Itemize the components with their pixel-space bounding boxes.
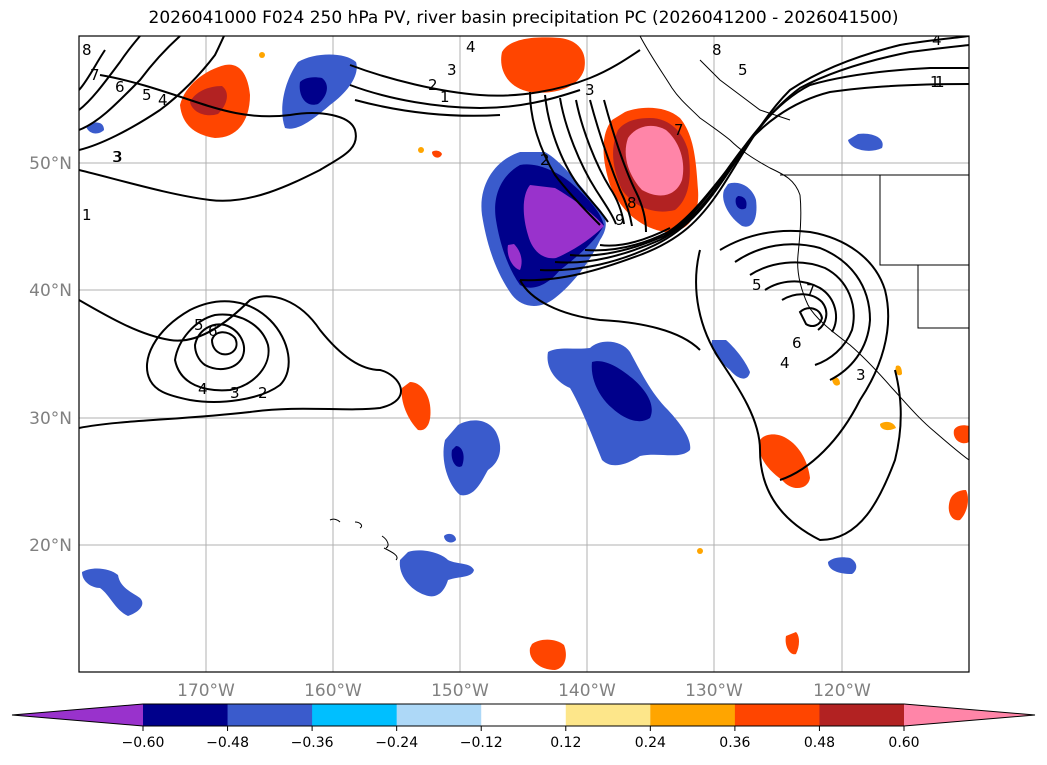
map-frame — [78, 35, 970, 673]
colorbar-tick-label: 0.60 — [888, 735, 919, 751]
colorbar-segment — [565, 704, 651, 726]
positive-anomaly-southwest — [759, 434, 810, 489]
contour-label: 1 — [935, 73, 945, 91]
colorbar-tick-label: 0.48 — [804, 735, 835, 751]
contour-label: 5 — [142, 86, 152, 104]
lat-tick-label: 30°N — [29, 409, 72, 429]
contour-label: 6 — [115, 78, 125, 96]
colorbar-segment — [312, 704, 398, 726]
contour-label: 5 — [194, 316, 204, 334]
colorbar-segment — [481, 704, 567, 726]
colorbar-tick-label: −0.60 — [122, 735, 165, 751]
lon-tick-label: 130°W — [685, 681, 743, 701]
contour-label: 4 — [780, 354, 790, 372]
colorbar-segment — [143, 704, 229, 726]
colorbar-tick-label: 0.12 — [550, 735, 581, 751]
colorbar-segment — [819, 704, 905, 726]
lon-tick-label: 160°W — [304, 681, 362, 701]
contour-labels: 8 7 6 5 4 3 2 1 4 3 2 1 3 9 8 7 8 5 4 1 … — [82, 31, 945, 402]
contour-label: 1 — [440, 88, 450, 106]
lon-tick-label: 140°W — [558, 681, 616, 701]
lat-tick-label: 50°N — [29, 154, 72, 174]
positive-anomaly-alaska — [501, 37, 585, 93]
contour-label: 2 — [428, 76, 438, 94]
contour-label: 8 — [82, 41, 92, 59]
contour-label: 7 — [90, 66, 100, 84]
contour-label: 7 — [806, 281, 816, 299]
lat-tick-label: 40°N — [29, 281, 72, 301]
lon-tick-label: 150°W — [431, 681, 489, 701]
contour-label: 2 — [258, 384, 268, 402]
map-title: 2026041000 F024 250 hPa PV, river basin … — [148, 8, 899, 28]
contour-label: 3 — [856, 366, 866, 384]
contour-label: 5 — [738, 61, 748, 79]
contour-label: 4 — [932, 31, 942, 49]
lon-tick-label: 120°W — [813, 681, 871, 701]
contour-label: 6 — [792, 334, 802, 352]
contour-label: 3 — [113, 148, 123, 166]
colorbar-extend-high — [904, 704, 1035, 726]
colorbar-tick-label: −0.24 — [375, 735, 418, 751]
lat-tick-labels: 20°N 30°N 40°N 50°N — [29, 154, 72, 556]
colorbar-segment — [227, 704, 313, 726]
contour-label: 5 — [752, 276, 762, 294]
contour-label: 9 — [615, 211, 625, 229]
colorbar-segment — [650, 704, 736, 726]
contour-label: 7 — [674, 121, 684, 139]
contour-label: 3 — [447, 61, 457, 79]
positive-peak-pnw — [625, 125, 684, 196]
contour-label: 4 — [198, 380, 208, 398]
contour-label: 2 — [540, 151, 550, 169]
contour-label: 3 — [112, 148, 122, 166]
colorbar-tick-label: −0.12 — [460, 735, 503, 751]
colorbar-tick-label: 0.24 — [635, 735, 666, 751]
colorbar-segment — [734, 704, 820, 726]
contour-label: 3 — [230, 384, 240, 402]
contour-label: 8 — [712, 41, 722, 59]
contour-label: 3 — [585, 81, 595, 99]
colorbar-extend-low — [12, 704, 143, 726]
negative-peak-gulf — [523, 185, 604, 259]
contour-label: 4 — [466, 38, 476, 56]
precip-fields — [82, 37, 969, 670]
contour-label: 4 — [158, 91, 168, 109]
colorbar-tick-label: 0.36 — [719, 735, 750, 751]
colorbar-tick-label: −0.36 — [291, 735, 334, 751]
contour-label: 6 — [208, 322, 218, 340]
contour-label: 1 — [82, 206, 92, 224]
colorbar-segment — [396, 704, 482, 726]
gridlines — [79, 36, 969, 672]
lon-tick-label: 170°W — [177, 681, 235, 701]
colorbar-tick-label: −0.48 — [206, 735, 249, 751]
pv-contours — [79, 36, 969, 542]
map-canvas: 8 7 6 5 4 3 2 1 4 3 2 1 3 9 8 7 8 5 4 1 … — [79, 31, 969, 672]
lat-tick-label: 20°N — [29, 536, 72, 556]
colorbar: −0.60 −0.48 −0.36 −0.24 −0.12 0.12 0.24 0.36 0.4… — [11, 703, 1036, 751]
lon-tick-labels: 170°W 160°W 150°W 140°W 130°W 120°W — [177, 681, 871, 701]
contour-label: 1 — [930, 73, 940, 91]
contour-label: 8 — [627, 194, 637, 212]
